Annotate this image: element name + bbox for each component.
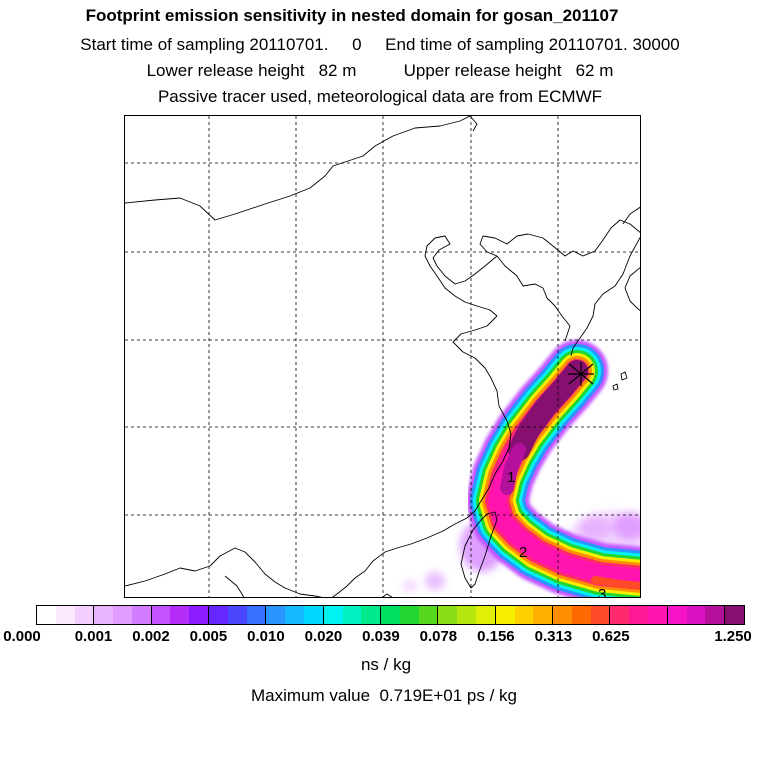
graticule xyxy=(125,116,640,597)
hainan xyxy=(382,593,393,597)
colorbar-segment xyxy=(571,606,591,624)
colorbar-segment xyxy=(514,606,534,624)
receptor-star-icon xyxy=(568,362,594,386)
colorbar xyxy=(36,605,745,625)
colorbar-segment xyxy=(285,606,304,624)
colorbar-segment xyxy=(209,606,228,624)
colorbar-segment xyxy=(303,606,324,624)
colorbar-segment xyxy=(131,606,152,624)
korea-east-coast xyxy=(479,219,640,257)
footprint-plume xyxy=(402,340,640,597)
time-label-2: 2 xyxy=(519,544,527,561)
indochina-border xyxy=(125,547,323,597)
colorbar-segment xyxy=(189,606,210,624)
colorbar-segment xyxy=(705,606,726,624)
colorbar-segment xyxy=(418,606,439,624)
colorbar-tick-label: 0.078 xyxy=(419,628,458,645)
south-china-coast xyxy=(332,551,386,597)
colorbar-segment xyxy=(55,606,75,624)
colorbar-segment xyxy=(438,606,458,624)
mongolia-china-border xyxy=(125,116,471,221)
colorbar-segment xyxy=(667,606,687,624)
colorbar-tick-label: 0.000 xyxy=(3,628,41,645)
colorbar-segment xyxy=(227,606,247,624)
colorbar-segment xyxy=(246,606,267,624)
colorbar-segment xyxy=(323,606,343,624)
maximum-value-label: Maximum value 0.719E+01 ps / kg xyxy=(251,686,517,705)
colorbar-tick-label: 0.020 xyxy=(304,628,343,645)
colorbar-segment xyxy=(37,606,56,624)
china-east-coast xyxy=(384,390,512,553)
plume-core-upper xyxy=(500,443,526,495)
colorbar-tick-label: 0.002 xyxy=(132,628,170,645)
colorbar-tick-label: 0.010 xyxy=(247,628,285,645)
colorbar-segment xyxy=(399,606,419,624)
colorbar-tick-label: 0.001 xyxy=(74,628,113,645)
tracer-info-line: Passive tracer used, meteorological data… xyxy=(157,87,603,106)
colorbar-segment xyxy=(629,606,648,624)
colorbar-segment xyxy=(342,606,362,624)
colorbar-segment xyxy=(457,606,476,624)
japan-islands xyxy=(612,371,628,391)
japan-kyushu xyxy=(624,267,640,311)
china-russia-border xyxy=(469,116,478,132)
colorbar-segment xyxy=(74,606,95,624)
colorbar-segment xyxy=(94,606,114,624)
manchuria-coast xyxy=(496,255,571,342)
map-panel: 1 2 3 xyxy=(124,115,641,598)
colorbar-tick-label: 1.250 xyxy=(714,628,752,645)
colorbar-tick-label: 0.625 xyxy=(592,628,630,645)
plume-tail-orange xyxy=(591,576,640,590)
time-label-1: 1 xyxy=(507,469,515,486)
colorbar-segment xyxy=(266,606,286,624)
colorbar-segment xyxy=(648,606,668,624)
colorbar-tick-label: 0.039 xyxy=(362,628,400,645)
colorbar-segment xyxy=(113,606,132,624)
colorbar-tick-label: 0.156 xyxy=(477,628,515,645)
japan-honshu xyxy=(622,206,640,225)
plume-core-dark xyxy=(508,360,588,461)
shandong-coast xyxy=(452,315,498,392)
colorbar-segment xyxy=(610,606,630,624)
colorbar-tick-label: 0.005 xyxy=(189,628,228,645)
taiwan xyxy=(460,511,498,589)
colorbar-segment xyxy=(590,606,611,624)
colorbar-segment xyxy=(475,606,496,624)
colorbar-tick-label: 0.313 xyxy=(534,628,573,645)
colorbar-tick-labels: 0.000 0.001 0.002 0.005 0.010 0.020 0.039 0.078… xyxy=(0,628,768,648)
colorbar-segment xyxy=(553,606,572,624)
colorbar-segment xyxy=(533,606,554,624)
release-height-line: Lower release height 82 m Upper release … xyxy=(146,61,614,80)
colorbar-segment xyxy=(381,606,400,624)
colorbar-segment xyxy=(495,606,515,624)
plot-title: Footprint emission sensitivity in nested… xyxy=(85,6,619,25)
colorbar-segment xyxy=(686,606,706,624)
colorbar-segment xyxy=(361,606,382,624)
sampling-time-line: Start time of sampling 20110701. 0 End t… xyxy=(80,35,680,54)
colorbar-segment xyxy=(725,606,744,624)
time-label-3: 3 xyxy=(598,586,606,598)
korean-peninsula xyxy=(570,236,640,357)
colorbar-unit-label: ns / kg xyxy=(360,655,412,674)
map-canvas: 1 2 3 xyxy=(125,116,640,598)
bohai-coast xyxy=(424,235,498,317)
colorbar-segment xyxy=(170,606,190,624)
inland-border xyxy=(224,575,245,597)
colorbar-segment xyxy=(151,606,171,624)
coastlines xyxy=(125,116,640,597)
